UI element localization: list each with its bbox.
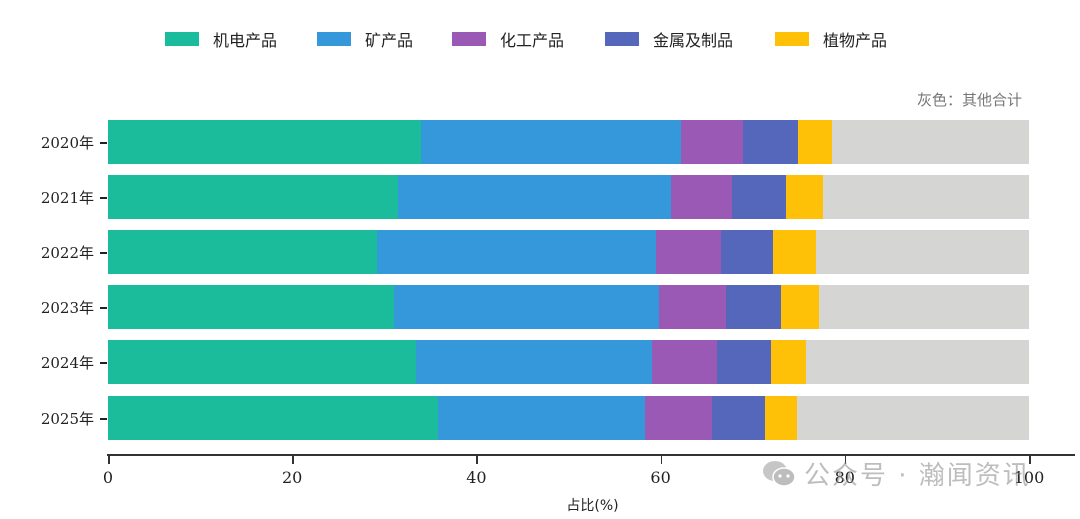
bar-segment: [816, 230, 1029, 274]
bar-segment: [670, 175, 733, 219]
x-tick: [844, 454, 847, 464]
bar-segment: [437, 396, 645, 440]
legend-label: 植物产品: [823, 31, 888, 50]
x-tick-label: 80: [834, 468, 855, 487]
watermark-text: 公众号 · 瀚闻资讯: [804, 461, 1031, 491]
bar-segment: [764, 396, 797, 440]
bar-segment: [781, 285, 819, 329]
legend-swatch: [165, 32, 199, 46]
bar-segment: [658, 285, 726, 329]
plot-area: [108, 115, 1029, 445]
bar-segment: [772, 230, 817, 274]
legend-swatch: [605, 32, 639, 46]
bar-segment: [771, 340, 807, 384]
x-axis-line: [107, 454, 1075, 456]
x-tick-label: 100: [1013, 468, 1045, 487]
x-tick: [108, 454, 110, 464]
x-tick-label: 40: [466, 468, 487, 487]
legend-swatch: [317, 32, 351, 46]
bar-segment: [822, 175, 1029, 219]
bar-row: [108, 175, 1029, 219]
bar-segment: [376, 230, 656, 274]
watermark: 公众号 · 瀚闻资讯: [762, 455, 1031, 492]
y-tick-label: 2021年: [40, 189, 94, 207]
bar-segment: [721, 230, 773, 274]
bar-segment: [398, 175, 671, 219]
bar-segment: [108, 175, 399, 219]
bar-row: [108, 396, 1029, 440]
x-tick: [1029, 454, 1031, 464]
legend-item-mineral: 矿产品: [317, 28, 413, 50]
bar-segment: [655, 230, 722, 274]
legend-item-electromechanical: 机电产品: [165, 28, 277, 50]
bar-row: [108, 230, 1029, 274]
bar-segment: [818, 285, 1029, 329]
x-tick-label: 0: [102, 468, 114, 487]
bar-segment: [712, 396, 765, 440]
bar-segment: [421, 120, 681, 164]
bar-segment: [108, 230, 377, 274]
y-tick: [100, 362, 107, 364]
legend-item-chemical: 化工产品: [452, 28, 564, 50]
bar-segment: [742, 120, 798, 164]
bar-segment: [108, 340, 416, 384]
legend-item-plant: 植物产品: [775, 28, 887, 50]
gray-note: 灰色：其他合计: [916, 91, 1022, 109]
y-tick: [100, 142, 107, 144]
wechat-icon: [762, 459, 796, 489]
y-tick-label: 2025年: [40, 410, 94, 428]
legend-swatch: [775, 32, 809, 46]
bar-row: [108, 120, 1029, 164]
bar-segment: [725, 285, 782, 329]
legend-label: 矿产品: [365, 31, 414, 50]
bar-segment: [108, 120, 422, 164]
legend-swatch: [452, 32, 486, 46]
bar-segment: [415, 340, 653, 384]
x-axis-title: 占比(%): [566, 498, 619, 514]
bar-segment: [680, 120, 743, 164]
bar-segment: [108, 285, 395, 329]
y-tick: [100, 252, 107, 254]
x-tick: [476, 454, 478, 464]
legend-item-metal: 金属及制品: [605, 28, 733, 50]
y-tick: [100, 418, 107, 420]
x-tick: [660, 454, 663, 464]
bar-segment: [796, 396, 1029, 440]
bar-row: [108, 340, 1029, 384]
x-tick-label: 60: [650, 468, 671, 487]
legend-label: 机电产品: [213, 31, 278, 50]
y-tick-label: 2020年: [40, 134, 94, 152]
y-tick-label: 2023年: [40, 299, 94, 317]
y-tick: [100, 197, 107, 199]
bar-segment: [732, 175, 786, 219]
bar-segment: [785, 175, 823, 219]
bar-segment: [716, 340, 772, 384]
y-tick: [100, 307, 107, 309]
x-tick-label: 20: [282, 468, 303, 487]
bar-segment: [644, 396, 713, 440]
bar-segment: [652, 340, 717, 384]
chart-legend: 机电产品 矿产品 化工产品 金属及制品 植物产品: [0, 28, 1080, 50]
bar-segment: [806, 340, 1029, 384]
bar-segment: [108, 396, 438, 440]
bar-segment: [831, 120, 1029, 164]
y-tick-label: 2024年: [40, 354, 94, 372]
bar-row: [108, 285, 1029, 329]
legend-label: 金属及制品: [653, 31, 734, 50]
bar-segment: [797, 120, 832, 164]
bar-segment: [394, 285, 659, 329]
y-tick-label: 2022年: [40, 244, 94, 262]
legend-label: 化工产品: [500, 31, 565, 50]
x-tick: [292, 454, 294, 464]
